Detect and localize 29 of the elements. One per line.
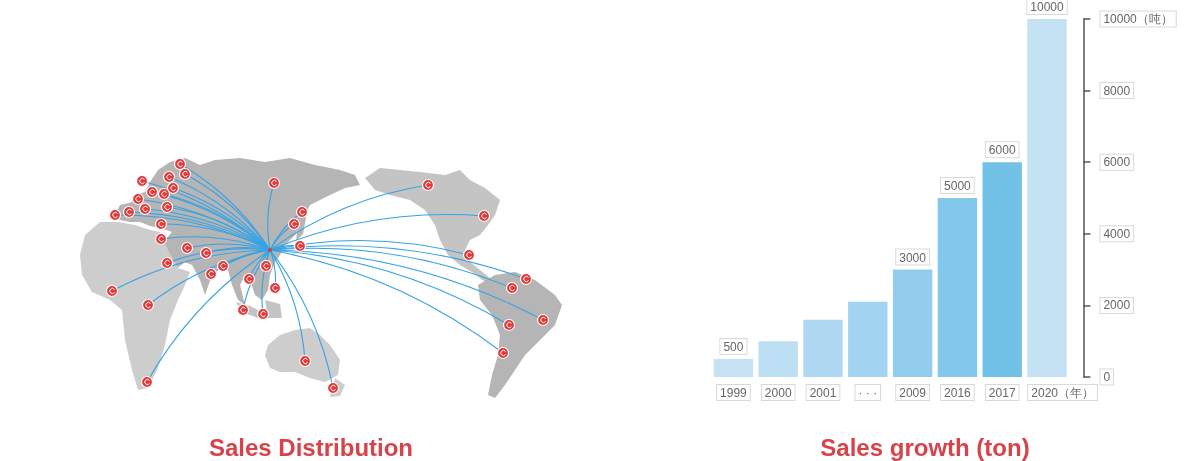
- data-label: 6000: [988, 143, 1016, 158]
- y-tick-label: 2000: [1103, 298, 1131, 313]
- x-tick-label: 2017: [988, 386, 1016, 400]
- data-label: 3000: [899, 250, 927, 265]
- bar: [1027, 19, 1067, 377]
- y-tick-label: 0: [1103, 370, 1111, 384]
- bar: [982, 162, 1022, 377]
- x-tick-label: 2000: [764, 386, 792, 400]
- text: Sales growth (ton): [820, 433, 1030, 461]
- data-label: 10000: [1030, 0, 1065, 14]
- data-label: 500: [723, 340, 744, 355]
- text: Sales Distribution: [208, 433, 414, 461]
- x-tick-label: 2009: [899, 386, 927, 400]
- bar: [713, 359, 754, 377]
- bar: [803, 319, 843, 377]
- data-label: 5000: [944, 179, 972, 193]
- y-tick-label: 8000: [1103, 83, 1131, 98]
- x-tick-label: 1999: [720, 386, 748, 400]
- y-tick-label: 4000: [1103, 226, 1131, 241]
- y-tick-label: 10000（吨）: [1103, 12, 1173, 26]
- y-tick-label: 6000: [1103, 155, 1131, 170]
- bar: [758, 341, 798, 377]
- bar: [937, 198, 978, 377]
- x-tick-label: 2016: [944, 386, 972, 400]
- bar: [848, 301, 888, 377]
- x-tick-label: 2001: [809, 386, 837, 400]
- bar: [892, 269, 933, 377]
- x-tick-label: 2020（年）: [1031, 386, 1094, 400]
- x-tick-label: · · ·: [858, 386, 878, 400]
